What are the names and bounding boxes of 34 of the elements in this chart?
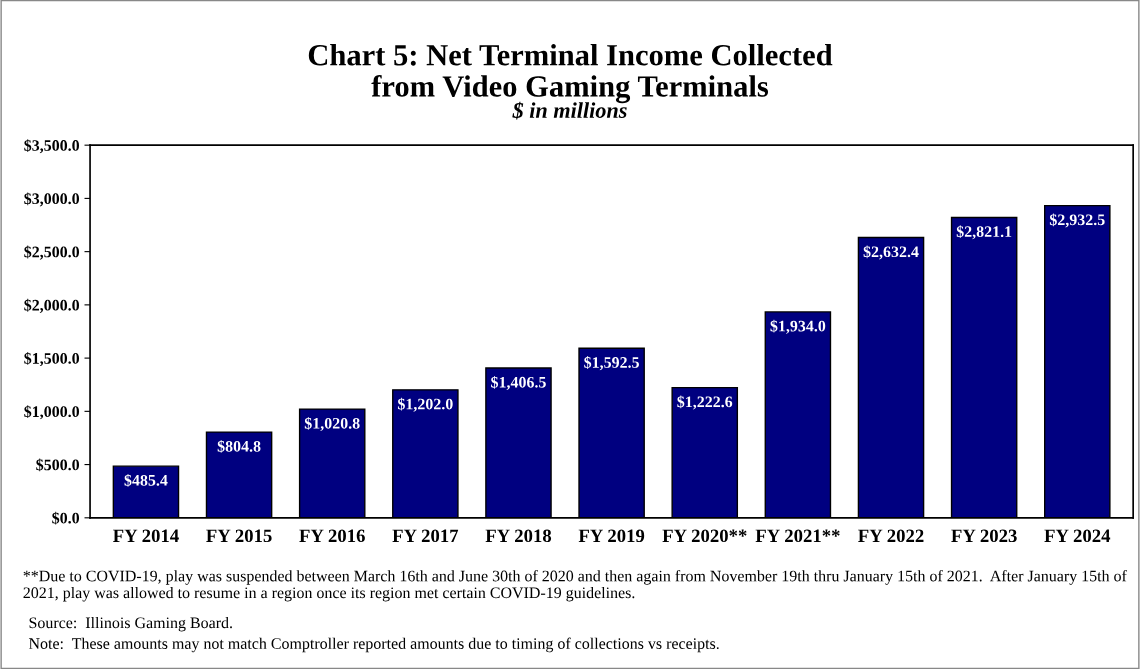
y-tick-label: $2,000.0 bbox=[24, 298, 80, 313]
source-note: Source: Illinois Gaming Board. bbox=[29, 616, 232, 632]
data-label: $1,202.0 bbox=[397, 397, 453, 412]
y-tick-label: $3,500.0 bbox=[24, 139, 80, 154]
data-label: $2,821.1 bbox=[956, 225, 1012, 240]
x-tick-label: FY 2017 bbox=[392, 529, 459, 543]
x-tick-label: FY 2018 bbox=[485, 529, 552, 543]
data-label: $1,222.6 bbox=[677, 395, 733, 410]
data-label: $2,932.5 bbox=[1049, 213, 1105, 228]
text: **Due to COVID-19, play was suspended between March 16th and June 30th of 2020 and then again from November 19th thru January 15th of 2021. After January 15th of 2021, play was allowed to resume in a region once its region met certain COVID-19 guidelines. bbox=[23, 569, 1127, 602]
y-tick-label: $3,000.0 bbox=[24, 192, 80, 207]
x-tick-label: FY 2016 bbox=[299, 529, 365, 543]
chart-subtitle: $ in millions bbox=[512, 101, 627, 120]
x-tick-label: FY 2023 bbox=[951, 529, 1017, 543]
x-tick-label: FY 2022 bbox=[858, 529, 924, 543]
y-tick-label: $1,500.0 bbox=[24, 352, 80, 367]
data-label: $1,406.5 bbox=[491, 375, 546, 390]
y-tick-label: $2,500.0 bbox=[24, 245, 80, 260]
data-label: $485.4 bbox=[124, 473, 168, 487]
y-tick-label: $1,000.0 bbox=[24, 405, 80, 420]
data-label: $1,020.8 bbox=[304, 416, 360, 432]
data-label: $1,592.5 bbox=[584, 356, 639, 371]
x-tick-label: FY 2019 bbox=[578, 529, 645, 543]
data-label: $2,632.4 bbox=[863, 245, 919, 260]
x-tick-label: FY 2020** bbox=[662, 529, 747, 543]
x-tick-label: FY 2014 bbox=[113, 529, 179, 543]
y-tick-label: $0.0 bbox=[52, 511, 80, 525]
y-tick-label: $500.0 bbox=[36, 458, 80, 472]
text: Note: These amounts may not match Comptroller reported amounts due to timing of collections vs receipts. bbox=[28, 637, 719, 653]
data-label: $804.8 bbox=[217, 439, 261, 453]
x-tick-label: FY 2015 bbox=[206, 529, 272, 543]
x-tick-label: FY 2021** bbox=[755, 529, 840, 543]
data-label: $1,934.0 bbox=[770, 319, 826, 334]
x-tick-label: FY 2024 bbox=[1044, 529, 1111, 543]
